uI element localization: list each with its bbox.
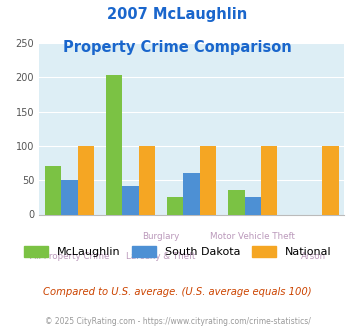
Bar	[245, 197, 261, 214]
Bar	[106, 75, 122, 215]
Bar	[184, 173, 200, 214]
Bar	[200, 146, 217, 214]
Text: Burglary: Burglary	[143, 232, 180, 241]
Text: Arson: Arson	[301, 252, 326, 261]
Bar	[322, 146, 339, 214]
Text: Property Crime Comparison: Property Crime Comparison	[63, 40, 292, 54]
Text: © 2025 CityRating.com - https://www.cityrating.com/crime-statistics/: © 2025 CityRating.com - https://www.city…	[45, 317, 310, 326]
Text: Motor Vehicle Theft: Motor Vehicle Theft	[210, 232, 295, 241]
Text: Larceny & Theft: Larceny & Theft	[126, 252, 196, 261]
Bar	[78, 146, 94, 214]
Legend: McLaughlin, South Dakota, National: McLaughlin, South Dakota, National	[19, 242, 336, 262]
Bar	[61, 180, 78, 214]
Text: Compared to U.S. average. (U.S. average equals 100): Compared to U.S. average. (U.S. average …	[43, 287, 312, 297]
Bar	[167, 197, 184, 215]
Bar	[228, 190, 245, 214]
Text: 2007 McLaughlin: 2007 McLaughlin	[107, 7, 248, 21]
Text: All Property Crime: All Property Crime	[30, 252, 109, 261]
Bar	[122, 186, 139, 215]
Bar	[139, 146, 155, 214]
Bar	[45, 166, 61, 214]
Bar	[261, 146, 278, 214]
